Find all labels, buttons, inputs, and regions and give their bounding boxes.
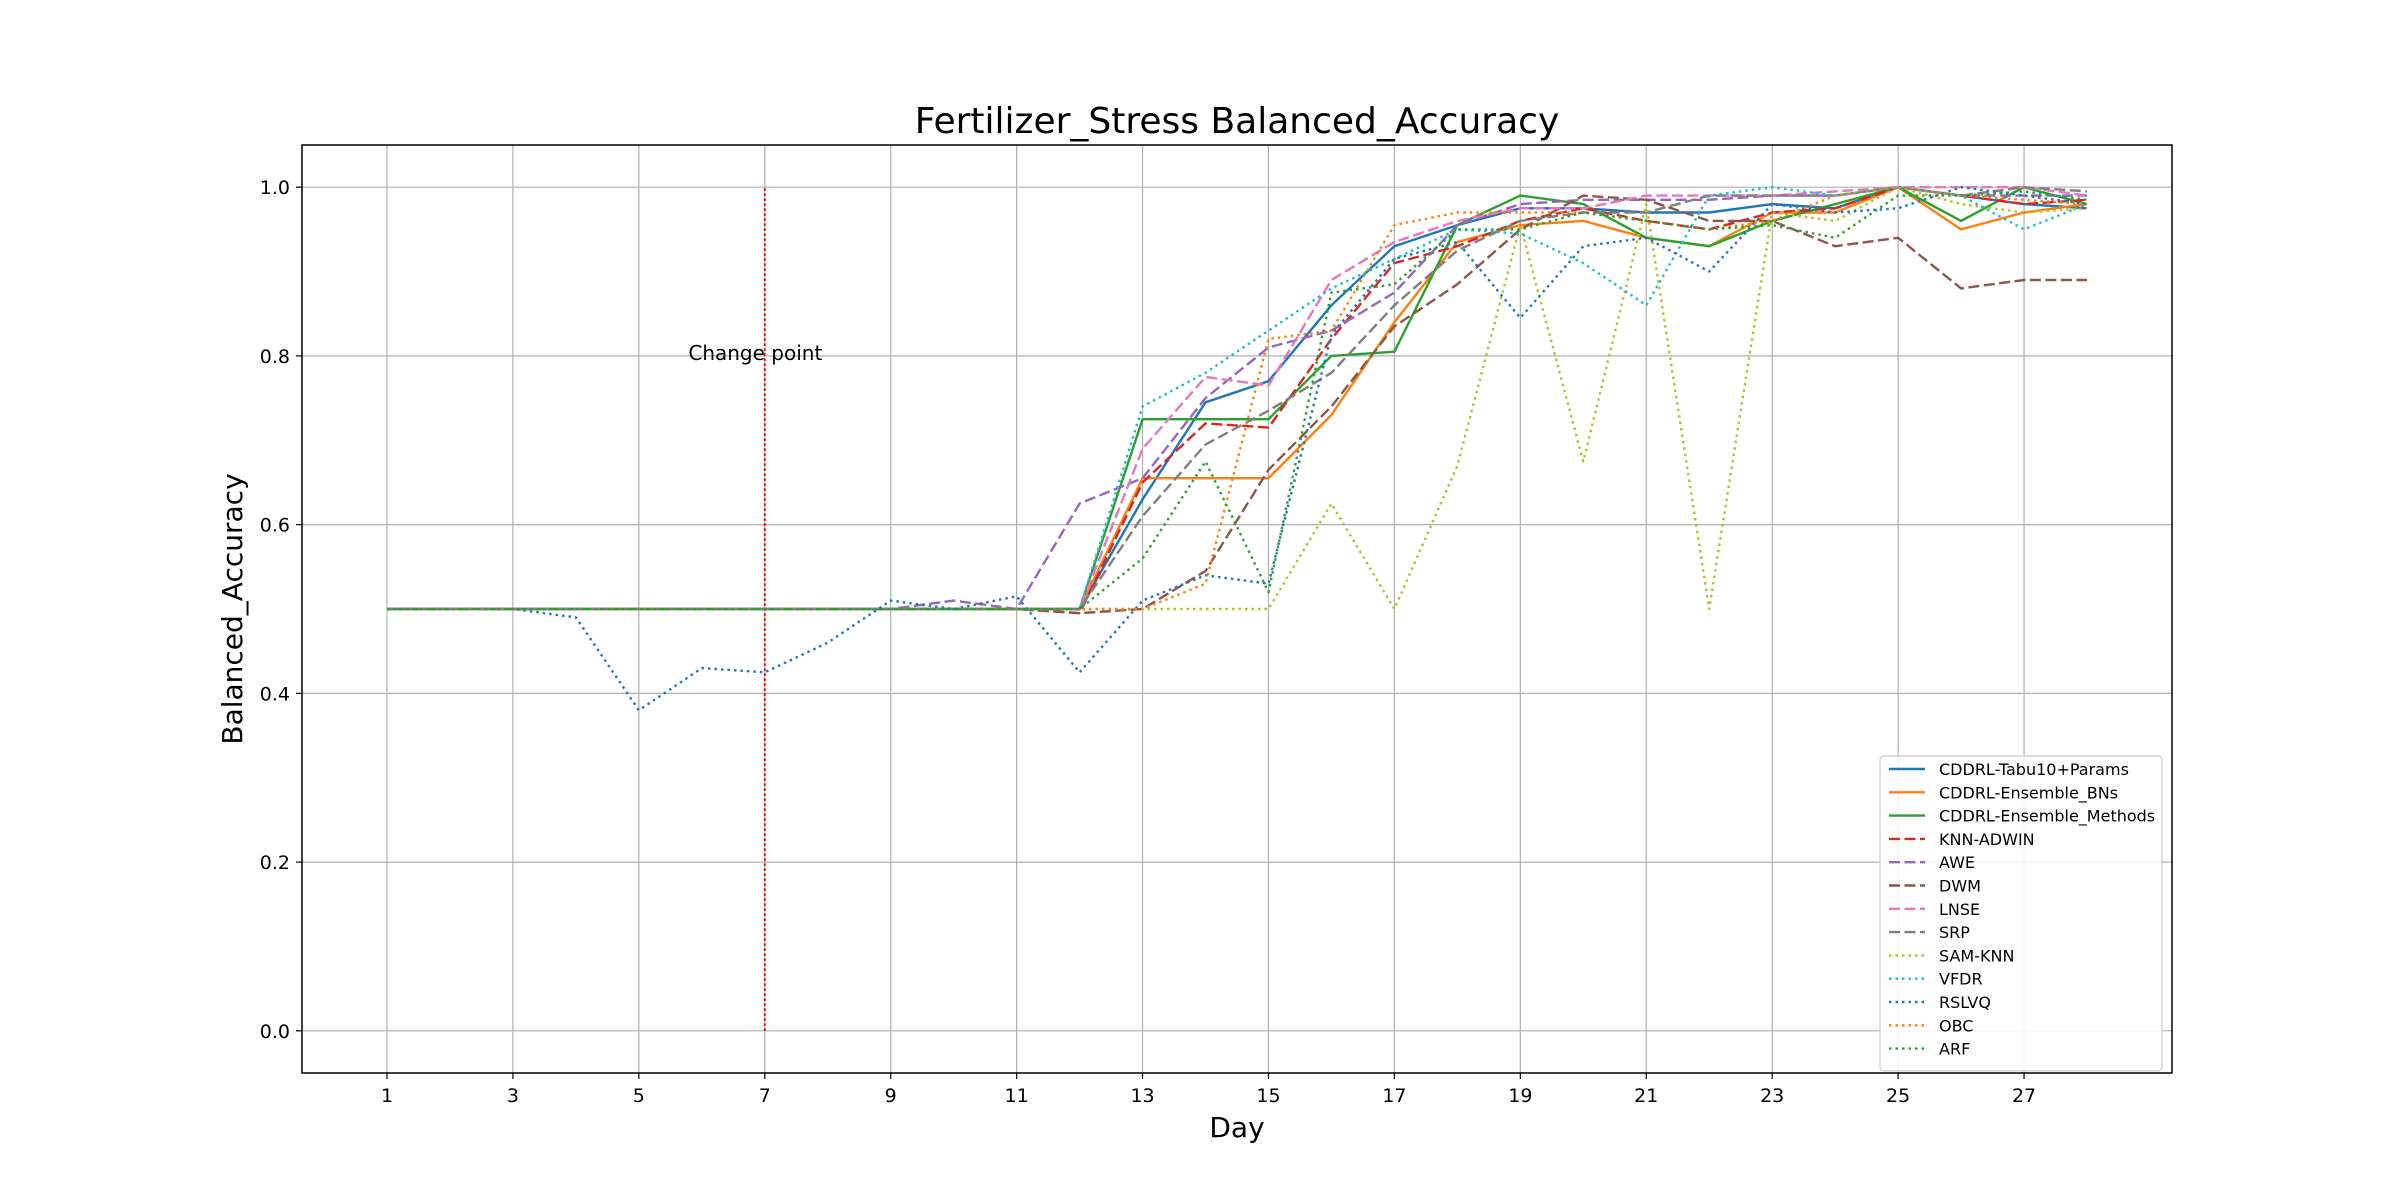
- legend-label: CDDRL-Tabu10+Params: [1939, 760, 2129, 779]
- series-line-vfdr: [387, 185, 2088, 611]
- x-tick-label: 27: [2012, 1085, 2036, 1107]
- legend-label: DWM: [1939, 877, 1981, 896]
- x-tick-label: 25: [1886, 1085, 1910, 1107]
- x-tick-label: 1: [381, 1085, 393, 1107]
- legend-label: ARF: [1939, 1040, 1970, 1059]
- y-tick-label: 0.4: [260, 683, 290, 705]
- legend-label: CDDRL-Ensemble_BNs: [1939, 783, 2118, 803]
- y-tick-label: 0.6: [260, 515, 290, 537]
- plot-area: [301, 144, 2173, 1074]
- grid: [302, 145, 2172, 1073]
- y-axis-ticks: 0.0 0.2 0.4 0.6 0.8 1.0: [260, 177, 302, 1043]
- x-tick-label: 5: [633, 1085, 645, 1107]
- legend-label: SAM-KNN: [1939, 946, 2014, 965]
- legend-label: RSLVQ: [1939, 993, 1991, 1012]
- series-lines: [387, 185, 2088, 712]
- series-line-obc: [387, 185, 2088, 611]
- x-tick-label: 11: [1005, 1085, 1029, 1107]
- y-axis-label: Balanced_Accuracy: [216, 473, 249, 744]
- x-tick-label: 21: [1634, 1085, 1658, 1107]
- x-tick-label: 19: [1508, 1085, 1532, 1107]
- x-tick-label: 9: [885, 1085, 897, 1107]
- y-tick-label: 0.8: [260, 346, 290, 368]
- legend-label: KNN-ADWIN: [1939, 830, 2035, 849]
- y-tick-label: 0.2: [260, 852, 290, 874]
- series-line-srp: [387, 185, 2088, 611]
- x-tick-label: 17: [1382, 1085, 1406, 1107]
- x-axis-ticks: 1 3 5 7 9 11 13 15 17 19 21 23 25 27: [381, 1073, 2036, 1107]
- x-tick-label: 13: [1130, 1085, 1154, 1107]
- y-tick-label: 0.0: [260, 1021, 290, 1043]
- legend-label: AWE: [1939, 853, 1975, 872]
- x-tick-label: 23: [1760, 1085, 1784, 1107]
- legend-label: LNSE: [1939, 900, 1980, 919]
- legend-label: VFDR: [1939, 970, 1983, 989]
- legend-label: SRP: [1939, 923, 1970, 942]
- legend-box: [1879, 755, 2163, 1072]
- x-axis-label: Day: [1209, 1111, 1264, 1144]
- legend-label: OBC: [1939, 1016, 1973, 1035]
- legend: CDDRL-Tabu10+Params CDDRL-Ensemble_BNs CDD…: [1879, 755, 2163, 1072]
- legend-label: CDDRL-Ensemble_Methods: [1939, 807, 2155, 827]
- chart-title: Fertilizer_Stress Balanced_Accuracy: [915, 101, 1560, 142]
- x-tick-label: 3: [507, 1085, 519, 1107]
- x-tick-label: 7: [759, 1085, 771, 1107]
- x-tick-label: 15: [1256, 1085, 1280, 1107]
- y-tick-label: 1.0: [260, 177, 290, 199]
- change-point-label: Change point: [688, 341, 822, 365]
